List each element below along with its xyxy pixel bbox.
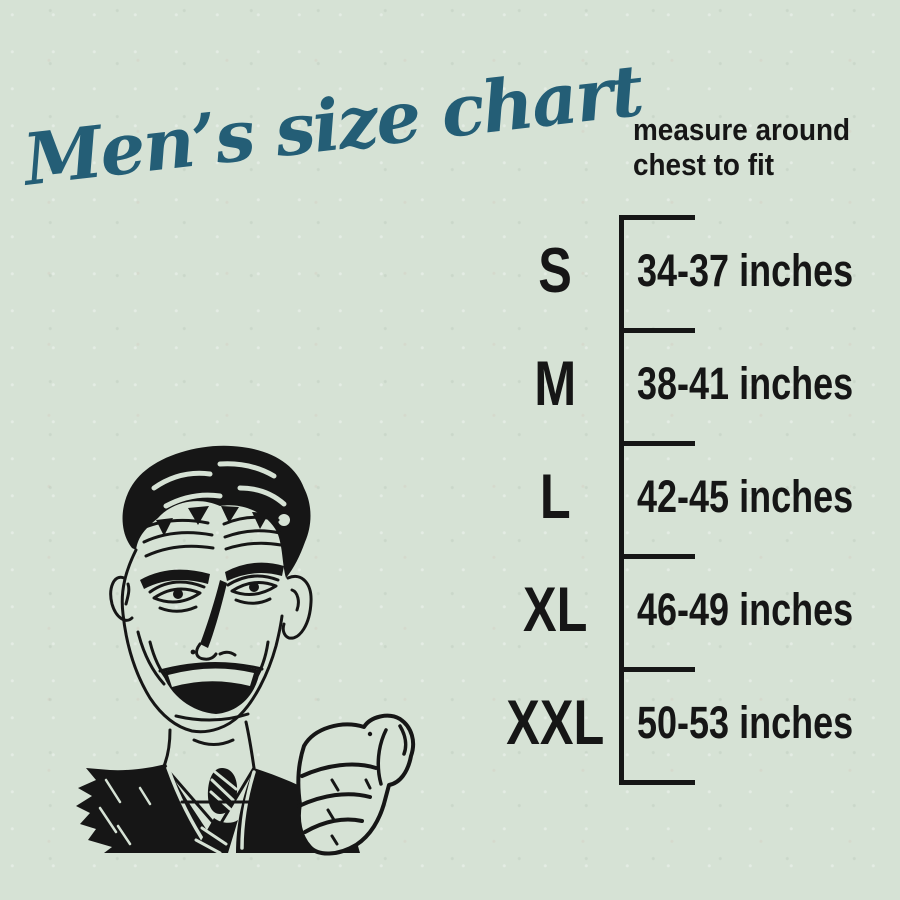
bracket-tick	[619, 780, 695, 785]
size-label-xl: XL	[522, 575, 588, 645]
chest-range-s: 34-37 inches	[637, 245, 854, 296]
eyebrows	[140, 562, 284, 589]
bracket-tick	[619, 441, 695, 446]
size-label-l: L	[539, 462, 571, 532]
hair	[122, 445, 311, 578]
neck	[162, 720, 256, 770]
right-pupil	[249, 582, 259, 592]
left-ear	[109, 575, 134, 622]
chart-column-header-line2: chest to fit	[633, 147, 775, 182]
bracket-tick	[619, 328, 695, 333]
right-ear	[281, 575, 313, 640]
face-outline	[120, 548, 284, 734]
jacket-left-shoulder	[76, 764, 220, 853]
bracket-tick	[619, 554, 695, 559]
left-pupil	[173, 589, 183, 599]
left-eye	[148, 580, 206, 613]
chest-range-xxl: 50-53 inches	[637, 697, 854, 748]
bracket-tick	[619, 215, 695, 220]
size-label-s: S	[538, 236, 572, 306]
page-title: Men’s size chart	[19, 47, 646, 202]
thumb-lines	[376, 724, 408, 786]
bracket-vertical-line	[619, 215, 624, 785]
chin-crease	[192, 738, 235, 746]
bracket-tick	[619, 667, 695, 672]
right-eye	[226, 574, 280, 605]
size-label-xxl: XXL	[505, 688, 605, 758]
chart-column-header: measure around chest to fit	[633, 112, 874, 182]
chest-range-xl: 46-49 inches	[637, 584, 854, 635]
nose	[195, 642, 237, 661]
retro-man-thumbs-up-illustration	[76, 445, 416, 856]
chest-range-l: 42-45 inches	[637, 471, 854, 522]
nose-shadow	[200, 580, 227, 648]
forehead-wrinkles	[141, 515, 283, 558]
size-label-m: M	[533, 349, 576, 419]
hand-fist	[296, 713, 416, 856]
chart-column-header-line1: measure around	[633, 112, 851, 147]
teeth	[168, 668, 254, 687]
chest-range-m: 38-41 inches	[637, 358, 854, 409]
